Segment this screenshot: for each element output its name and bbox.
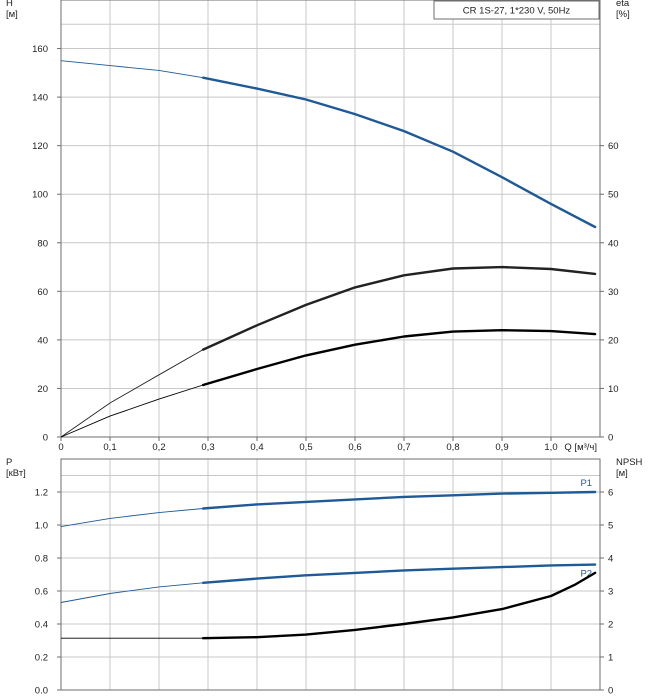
head-efficiency-right-tick-label: 0 [608,433,613,444]
head-efficiency-right-tick-label: 60 [608,141,619,152]
head-efficiency-x-tick-label: 0,2 [152,442,165,453]
head-efficiency-left-axis-label: H [6,0,13,9]
head-efficiency-plot-area [61,0,600,437]
head-efficiency-series-1-operating [201,265,597,351]
head-efficiency-left-tick-label: 120 [32,141,48,152]
head-efficiency-right-tick-label: 10 [608,384,619,395]
power-npsh-series-2-operating [201,571,597,640]
power-npsh-right-tick-label: 2 [608,620,613,631]
power-npsh-left-tick-label: 0.0 [35,686,48,697]
power-npsh-left-tick-label: 0.4 [35,620,48,631]
head-efficiency-series-0-operating [201,76,597,229]
head-efficiency-right-tick-label: 30 [608,287,619,298]
head-efficiency-left-tick-label: 20 [37,384,48,395]
power-npsh-right-tick-label: 6 [608,488,613,499]
power-npsh-left-tick-label: 1.2 [35,488,48,499]
power-npsh-left-tick-label: 0.2 [35,653,48,664]
power-npsh-right-tick-label: 4 [608,554,613,565]
power-npsh-series-1-label: P2 [580,569,592,580]
power-npsh-right-tick-label: 5 [608,521,613,532]
power-npsh-frame [60,458,601,691]
power-npsh-series-1-operating [201,563,597,584]
head-efficiency-series-2-operating [201,329,597,387]
head-efficiency-frame [60,0,601,438]
head-efficiency-x-tick-label: 0,6 [348,442,361,453]
power-npsh-right-tick-label: 3 [608,587,613,598]
head-efficiency-right-tick-label: 20 [608,335,619,346]
power-npsh-left-tick-label: 0.6 [35,587,48,598]
power-npsh-left-tick-label: 0.8 [35,554,48,565]
head-efficiency-right-axis-unit: [%] [616,9,630,20]
head-efficiency-x-tick-label: 1,0 [544,442,557,453]
power-npsh-left-tick-label: 1.0 [35,521,48,532]
power-npsh-right-tick-label: 0 [608,686,613,697]
head-efficiency-right-tick-label: 40 [608,238,619,249]
power-npsh-series-0-label: P1 [580,478,592,489]
head-efficiency-x-tick-label: 0,4 [250,442,263,453]
head-efficiency-left-axis-unit: [м] [6,9,18,20]
head-efficiency-x-tick-label: 0,1 [103,442,116,453]
head-efficiency-left-tick-label: 40 [37,335,48,346]
head-efficiency-right-tick-label: 50 [608,190,619,201]
power-npsh-right-axis-label: NPSH [616,457,643,468]
head-efficiency-x-axis-label: Q [м³/ч] [564,442,597,453]
power-npsh-right-axis-unit: [м] [616,468,628,479]
head-efficiency-x-tick-label: 0,9 [495,442,508,453]
head-efficiency-left-tick-label: 0 [43,433,48,444]
head-efficiency-x-tick-label: 0,8 [446,442,459,453]
head-efficiency-left-tick-label: 100 [32,190,48,201]
chart-title-box [433,0,600,20]
power-npsh-left-axis-unit: [кВт] [6,468,26,479]
head-efficiency-x-tick-label: 0,5 [299,442,312,453]
head-efficiency-x-tick-label: 0,3 [201,442,214,453]
head-efficiency-left-tick-label: 60 [37,287,48,298]
power-npsh-left-axis-label: P [6,457,12,468]
power-npsh-right-tick-label: 1 [608,653,613,664]
head-efficiency-x-tick-label: 0,7 [397,442,410,453]
head-efficiency-right-axis-label: eta [616,0,630,9]
chart-title: CR 1S-27, 1*230 V, 50Hz [463,6,571,17]
head-efficiency-left-tick-label: 80 [37,238,48,249]
power-npsh-series-0-operating [201,490,597,510]
head-efficiency-left-tick-label: 160 [32,44,48,55]
head-efficiency-left-tick-label: 140 [32,93,48,104]
head-efficiency-x-tick-label: 0 [58,442,63,453]
